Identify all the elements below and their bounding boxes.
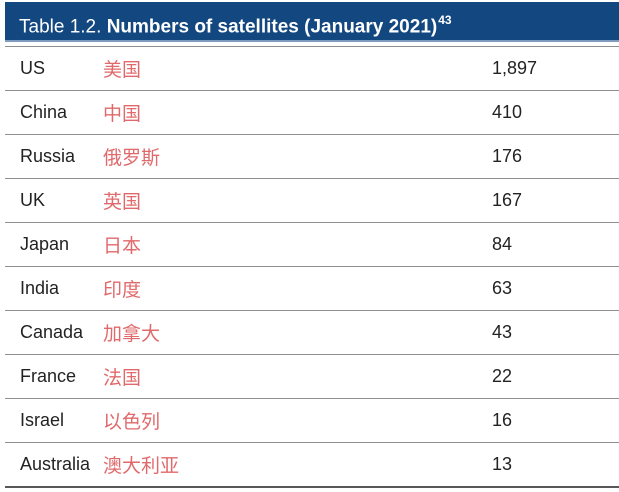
table-title: Numbers of satellites (January 2021) (106, 16, 438, 38)
country-name-zh: 加拿大 (103, 324, 161, 345)
table-row: Canada 加拿大 43 (5, 310, 619, 354)
table-number-label: Table 1.2. (19, 16, 102, 38)
table-row: US 美国 1,897 (5, 46, 619, 90)
satellite-count-table: US 美国 1,897 China 中国 410 Russia 俄罗斯 176 UK 英国 167 Ja… (5, 46, 619, 488)
country-name-zh: 日本 (103, 236, 142, 257)
satellite-count: 22 (492, 366, 513, 386)
satellite-count: 84 (492, 234, 513, 254)
country-name-en: France (20, 366, 77, 386)
table-row: Russia 俄罗斯 176 (5, 134, 619, 178)
country-name-zh: 法国 (103, 368, 142, 389)
satellite-count: 13 (492, 454, 513, 474)
satellite-count: 16 (492, 410, 513, 430)
table-row: UK 英国 167 (5, 178, 619, 222)
table-row: India 印度 63 (5, 266, 619, 310)
satellite-count: 410 (492, 102, 523, 122)
country-name-zh: 中国 (103, 104, 142, 125)
table-title-bar: Table 1.2. Numbers of satellites (Januar… (5, 2, 619, 42)
table-row: Israel 以色列 16 (5, 398, 619, 442)
table-row: Australia 澳大利亚 13 (5, 442, 619, 486)
satellite-count: 43 (492, 322, 513, 342)
country-name-zh: 英国 (103, 192, 142, 213)
satellite-count: 167 (492, 190, 523, 210)
country-name-en: China (20, 102, 68, 122)
country-name-zh: 俄罗斯 (103, 148, 161, 169)
country-name-en: India (20, 278, 60, 298)
country-name-en: Russia (20, 146, 76, 166)
country-name-en: UK (20, 190, 46, 210)
country-name-en: Canada (20, 322, 84, 342)
country-name-zh: 以色列 (103, 412, 161, 433)
country-name-en: US (20, 58, 46, 78)
table-row: France 法国 22 (5, 354, 619, 398)
country-name-zh: 澳大利亚 (103, 456, 180, 477)
country-name-zh: 美国 (103, 60, 142, 81)
country-name-en: Israel (20, 410, 65, 430)
country-name-zh: 印度 (103, 280, 142, 301)
table-row: Japan 日本 84 (5, 222, 619, 266)
satellite-count: 1,897 (492, 58, 538, 78)
country-name-en: Australia (20, 454, 91, 474)
table-row: China 中国 410 (5, 90, 619, 134)
satellite-count: 176 (492, 146, 523, 166)
footnote-marker: 43 (438, 13, 452, 27)
satellite-count: 63 (492, 278, 513, 298)
country-name-en: Japan (20, 234, 70, 254)
